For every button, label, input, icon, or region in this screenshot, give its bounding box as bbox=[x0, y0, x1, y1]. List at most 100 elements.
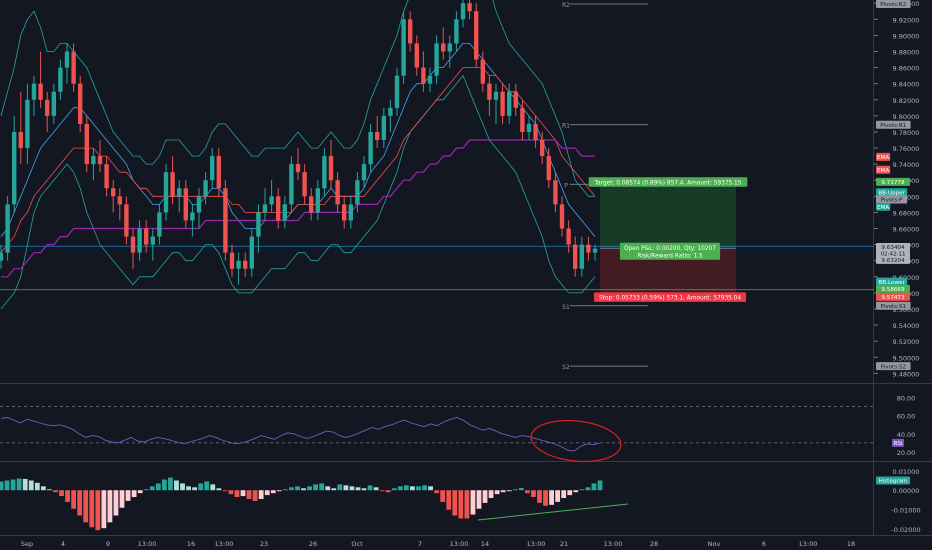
candle-body[interactable] bbox=[414, 43, 419, 68]
candle-body[interactable] bbox=[559, 204, 565, 229]
candle-body[interactable] bbox=[190, 212, 195, 221]
candle-body[interactable] bbox=[368, 131, 373, 165]
candle-body[interactable] bbox=[342, 204, 347, 221]
candle-body[interactable] bbox=[5, 204, 10, 253]
candle-body[interactable] bbox=[256, 212, 261, 237]
candle-body[interactable] bbox=[289, 164, 294, 205]
candle-body[interactable] bbox=[526, 123, 532, 132]
candle-body[interactable] bbox=[150, 236, 155, 245]
candle-body[interactable] bbox=[25, 99, 30, 149]
candle-body[interactable] bbox=[111, 188, 116, 197]
candle-body[interactable] bbox=[97, 156, 103, 165]
candle-body[interactable] bbox=[408, 19, 413, 44]
candle-body[interactable] bbox=[104, 164, 109, 189]
candle-body[interactable] bbox=[269, 196, 274, 205]
candle-body[interactable] bbox=[170, 172, 175, 197]
candle-body[interactable] bbox=[137, 228, 142, 253]
candle-body[interactable] bbox=[117, 196, 122, 205]
candle-body[interactable] bbox=[401, 19, 406, 76]
candle-body[interactable] bbox=[216, 156, 221, 189]
position-labels[interactable]: Target: 0.08574 (0.89%) 857.4, Amount: 5… bbox=[588, 177, 748, 302]
candle-body[interactable] bbox=[229, 252, 235, 269]
candle-body[interactable] bbox=[282, 204, 287, 221]
candle-body[interactable] bbox=[64, 51, 70, 68]
target-label-box[interactable] bbox=[588, 177, 748, 187]
red-circle-annotation[interactable] bbox=[529, 416, 623, 465]
candle-body[interactable] bbox=[566, 228, 571, 245]
candle-body[interactable] bbox=[302, 172, 307, 197]
horizontal-lines[interactable] bbox=[0, 245, 874, 291]
candle-body[interactable] bbox=[493, 91, 499, 100]
candle-body[interactable] bbox=[361, 164, 367, 181]
candle-body[interactable] bbox=[163, 172, 169, 213]
candle-body[interactable] bbox=[243, 260, 248, 269]
candle-body[interactable] bbox=[31, 83, 37, 100]
candle-body[interactable] bbox=[309, 196, 314, 213]
candle-body[interactable] bbox=[507, 91, 512, 116]
candle-body[interactable] bbox=[421, 67, 426, 84]
candle-body[interactable] bbox=[454, 19, 459, 44]
candle-body[interactable] bbox=[546, 156, 551, 181]
candle-body[interactable] bbox=[467, 3, 472, 12]
rsi-pane[interactable]: 80.00 60.00 40.00 20.00 RSI bbox=[0, 395, 915, 457]
candle-body[interactable] bbox=[130, 236, 136, 253]
candle-body[interactable] bbox=[335, 180, 340, 205]
candle-body[interactable] bbox=[196, 196, 202, 213]
candle-body[interactable] bbox=[276, 196, 281, 221]
green-trendline-annotation[interactable] bbox=[477, 503, 629, 521]
user-annotations[interactable] bbox=[477, 416, 629, 521]
candle-body[interactable] bbox=[58, 67, 63, 92]
target-zone[interactable] bbox=[600, 182, 736, 249]
rsi-line[interactable] bbox=[0, 417, 601, 452]
candle-body[interactable] bbox=[183, 188, 188, 221]
candle-body[interactable] bbox=[487, 83, 492, 100]
candle-body[interactable] bbox=[447, 43, 452, 52]
candle-body[interactable] bbox=[533, 123, 538, 141]
candle-body[interactable] bbox=[355, 180, 360, 205]
candle-body[interactable] bbox=[157, 212, 162, 237]
candles-series[interactable] bbox=[0, 0, 598, 285]
candle-body[interactable] bbox=[71, 51, 76, 84]
candle-body[interactable] bbox=[553, 180, 558, 205]
candle-body[interactable] bbox=[78, 83, 83, 124]
candle-body[interactable] bbox=[210, 156, 215, 181]
stop-label-box[interactable] bbox=[593, 292, 747, 302]
candle-body[interactable] bbox=[573, 244, 578, 269]
candle-body[interactable] bbox=[427, 75, 433, 84]
candle-body[interactable] bbox=[177, 188, 182, 197]
candle-body[interactable] bbox=[388, 107, 393, 116]
candle-body[interactable] bbox=[513, 91, 518, 108]
candle-body[interactable] bbox=[262, 204, 268, 213]
candle-body[interactable] bbox=[540, 140, 545, 157]
candle-body[interactable] bbox=[328, 156, 334, 181]
candle-body[interactable] bbox=[474, 11, 479, 60]
candle-body[interactable] bbox=[480, 59, 485, 84]
candle-body[interactable] bbox=[84, 123, 89, 165]
candle-body[interactable] bbox=[203, 180, 208, 197]
candle-body[interactable] bbox=[223, 188, 228, 253]
candle-body[interactable] bbox=[38, 83, 43, 100]
time-axis[interactable]: Sep 4 9 13:00 16 13:00 23 26 Oct 7 13:00 14 13:00 21 1… bbox=[21, 540, 855, 548]
candle-body[interactable] bbox=[91, 156, 96, 165]
candle-body[interactable] bbox=[381, 115, 386, 141]
candle-body[interactable] bbox=[124, 204, 129, 237]
candle-body[interactable] bbox=[441, 43, 446, 52]
candle-body[interactable] bbox=[12, 131, 17, 205]
long-position-tool[interactable] bbox=[600, 182, 736, 298]
candle-body[interactable] bbox=[236, 260, 241, 269]
candle-body[interactable] bbox=[45, 99, 50, 116]
candle-body[interactable] bbox=[295, 164, 301, 173]
candle-body[interactable] bbox=[579, 244, 584, 269]
candle-body[interactable] bbox=[348, 204, 353, 221]
macd-histogram-pane[interactable]: 0.01000 0.00000 -0.01000 -0.02000 Histogram bbox=[0, 468, 921, 534]
candle-body[interactable] bbox=[249, 236, 254, 269]
candle-body[interactable] bbox=[586, 244, 591, 253]
candle-body[interactable] bbox=[375, 131, 380, 141]
candle-body[interactable] bbox=[18, 131, 23, 149]
candle-body[interactable] bbox=[394, 75, 400, 108]
candle-body[interactable] bbox=[0, 252, 4, 261]
candle-body[interactable] bbox=[434, 43, 439, 76]
candle-body[interactable] bbox=[592, 248, 598, 253]
candle-body[interactable] bbox=[144, 228, 149, 245]
